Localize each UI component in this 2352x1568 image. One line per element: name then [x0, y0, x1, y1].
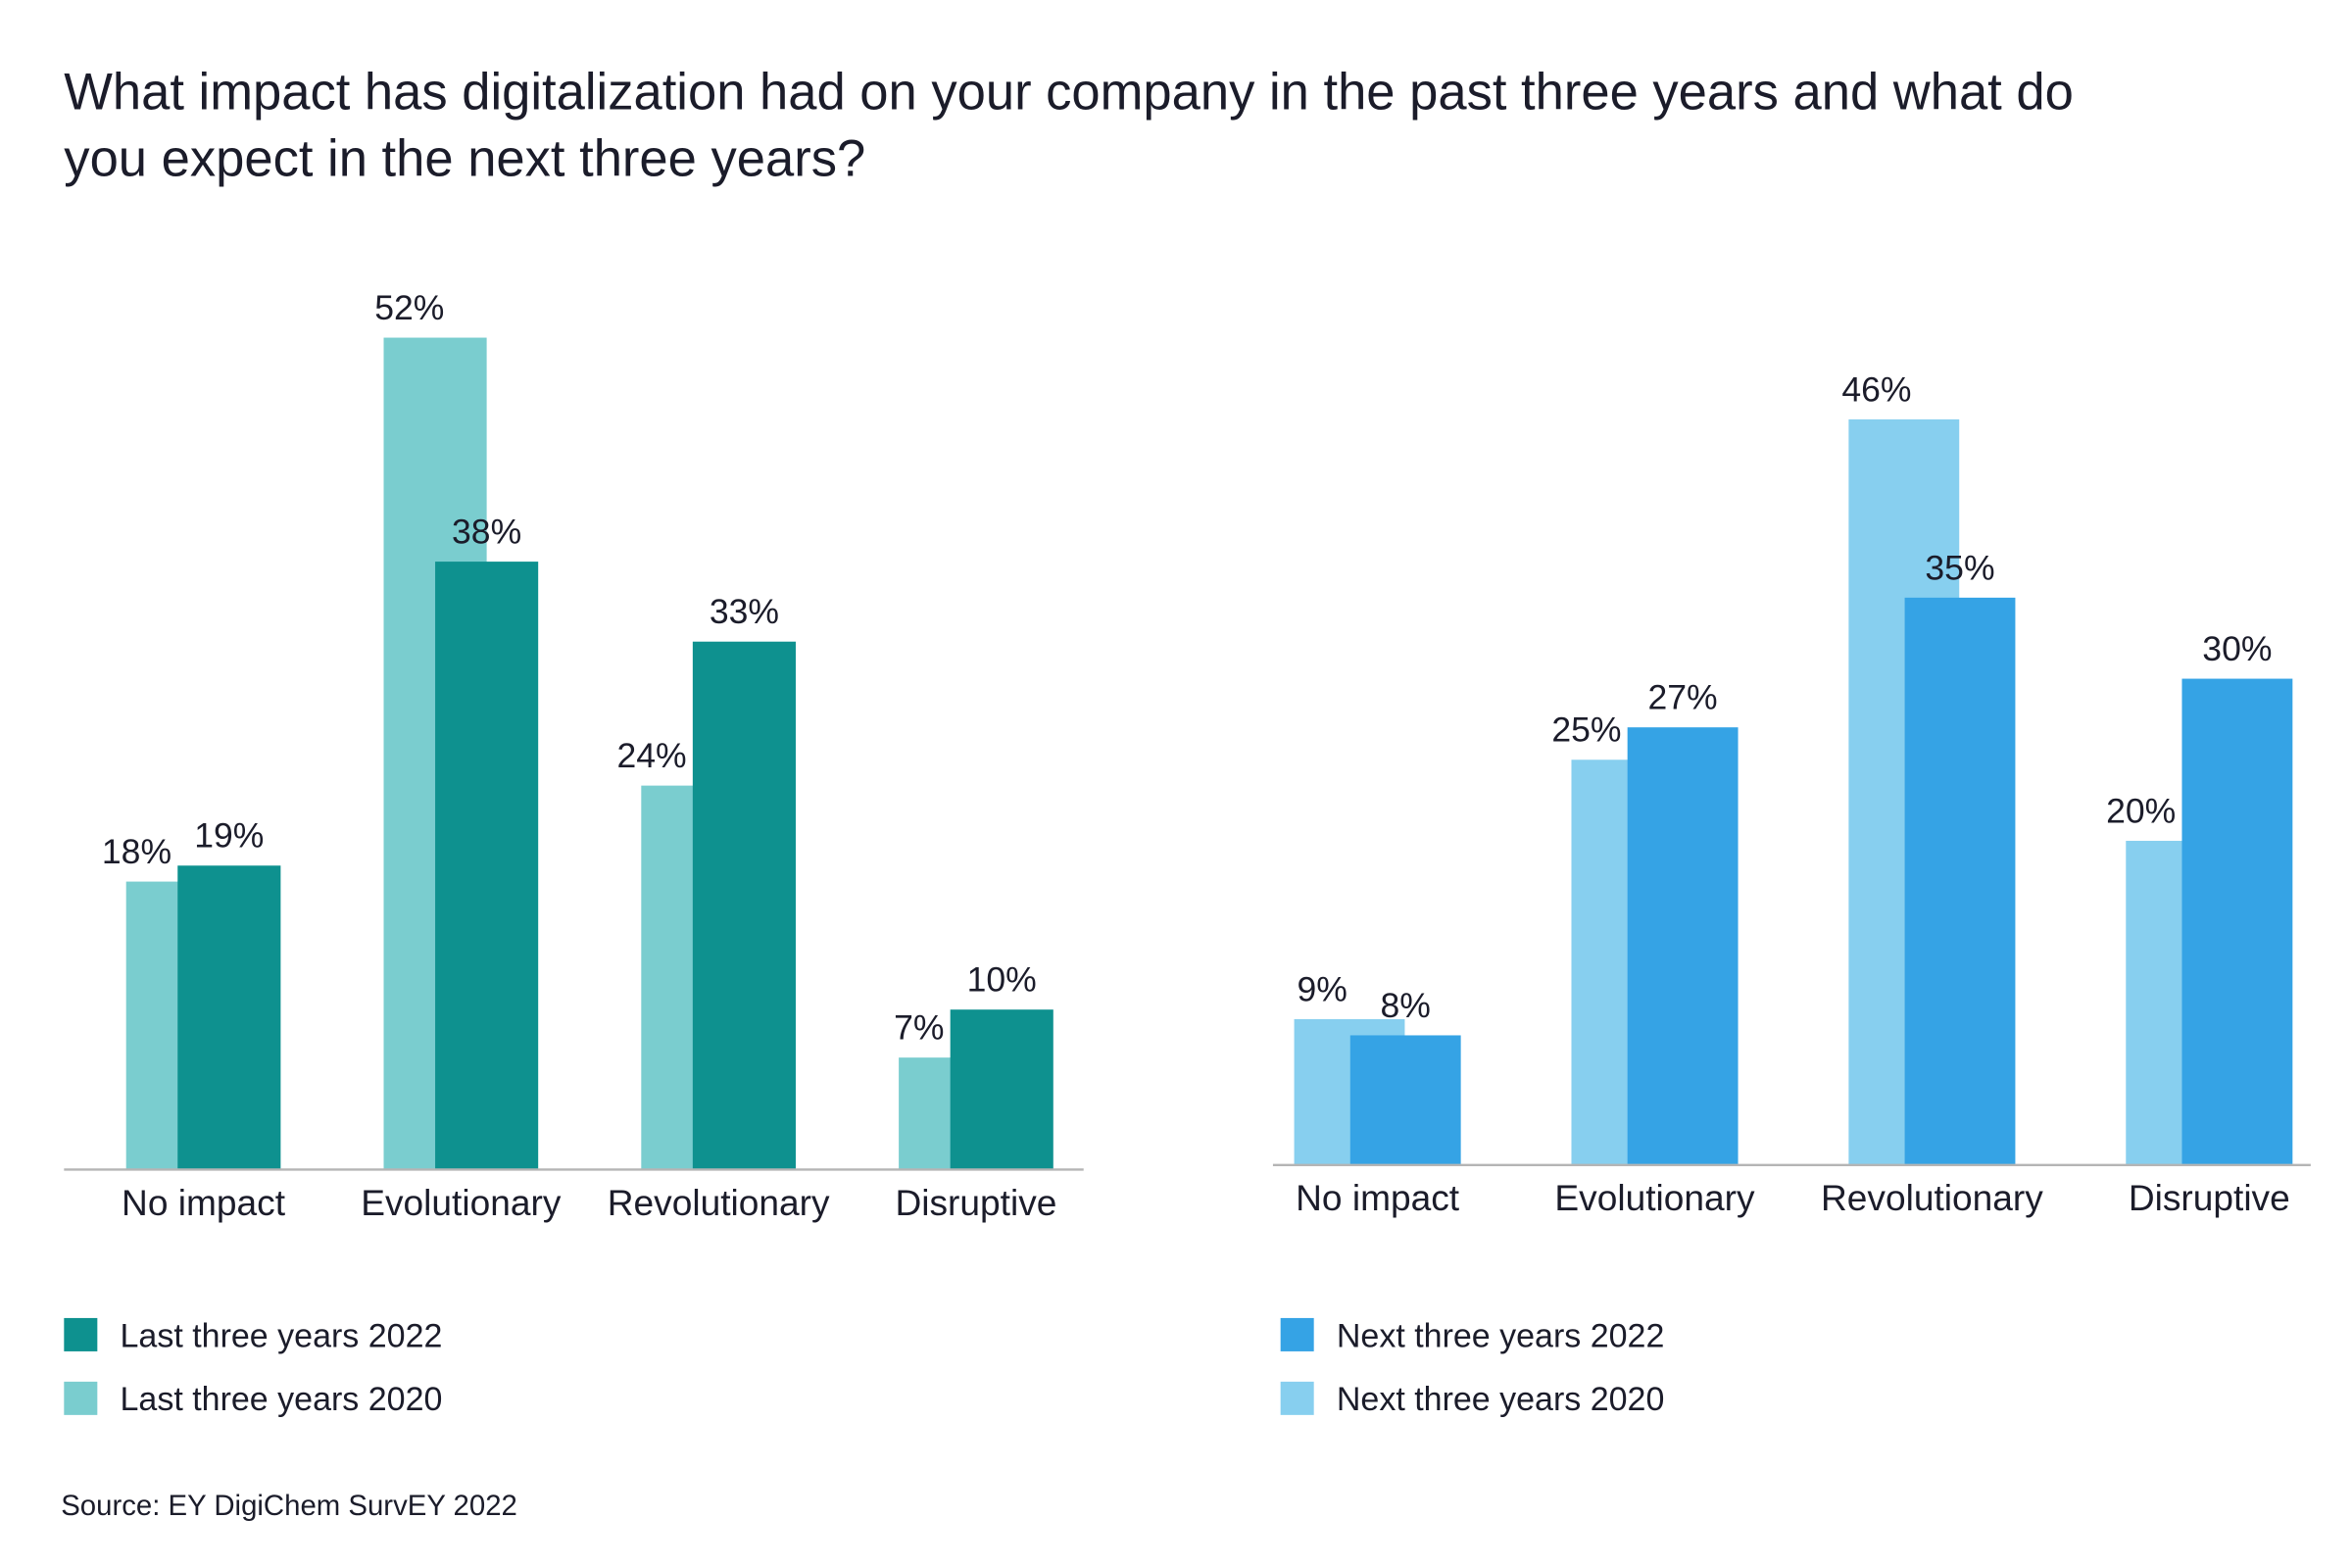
data-label: 27%	[1648, 678, 1718, 717]
bar-2022	[1627, 727, 1739, 1165]
category-label: No impact	[122, 1182, 286, 1223]
chart-title-line-1: What impact has digitalization had on yo…	[64, 63, 2074, 121]
right-chart: 9% 8% No impact 25% 27% Evolutionary 46% 35% Rev…	[1272, 369, 2311, 1418]
bar-2022	[950, 1009, 1054, 1170]
data-label: 19%	[194, 816, 264, 856]
data-label: 9%	[1297, 969, 1347, 1008]
category-label: Revolutionary	[1821, 1177, 2043, 1218]
data-label: 52%	[374, 288, 444, 327]
data-label: 18%	[102, 832, 172, 871]
bar-2022	[1349, 1035, 1461, 1165]
legend-swatch	[64, 1381, 98, 1415]
category-label: Evolutionary	[1554, 1177, 1755, 1218]
data-label: 35%	[1925, 548, 1994, 587]
bar-2022	[435, 562, 539, 1170]
data-label: 7%	[894, 1008, 944, 1048]
data-label: 10%	[967, 960, 1037, 1000]
category-label: Disruptive	[2129, 1177, 2290, 1218]
data-label: 8%	[1381, 986, 1431, 1025]
data-label: 33%	[710, 592, 779, 631]
bar-2022	[2181, 678, 2293, 1165]
data-label: 24%	[617, 736, 687, 775]
legend-swatch	[1280, 1381, 1314, 1415]
data-label: 25%	[1551, 710, 1621, 750]
source-note: Source: EY DigiChem SurvEY 2022	[61, 1490, 517, 1522]
legend-label: Last three years 2022	[121, 1317, 443, 1354]
legend-swatch	[64, 1317, 98, 1351]
data-label: 20%	[2106, 791, 2176, 830]
data-label: 30%	[2202, 629, 2272, 668]
legend-label: Next three years 2022	[1337, 1317, 1665, 1354]
category-label: Revolutionary	[608, 1182, 830, 1223]
legend-swatch	[1280, 1317, 1314, 1351]
category-label: No impact	[1296, 1177, 1460, 1218]
legend-label: Next three years 2020	[1337, 1381, 1665, 1418]
category-label: Evolutionary	[361, 1182, 562, 1223]
data-label: 38%	[452, 513, 521, 552]
bar-2022	[177, 865, 281, 1170]
left-chart: 18% 19% No impact 52% 38% Evolutionary 24% 33% R…	[64, 288, 1084, 1418]
bar-2022	[1904, 597, 2016, 1165]
data-label: 46%	[1841, 369, 1911, 409]
chart-title-line-2: you expect in the next three years?	[64, 129, 865, 187]
legend-label: Last three years 2020	[121, 1381, 443, 1418]
category-label: Disruptive	[895, 1182, 1056, 1223]
bar-2022	[692, 641, 796, 1170]
